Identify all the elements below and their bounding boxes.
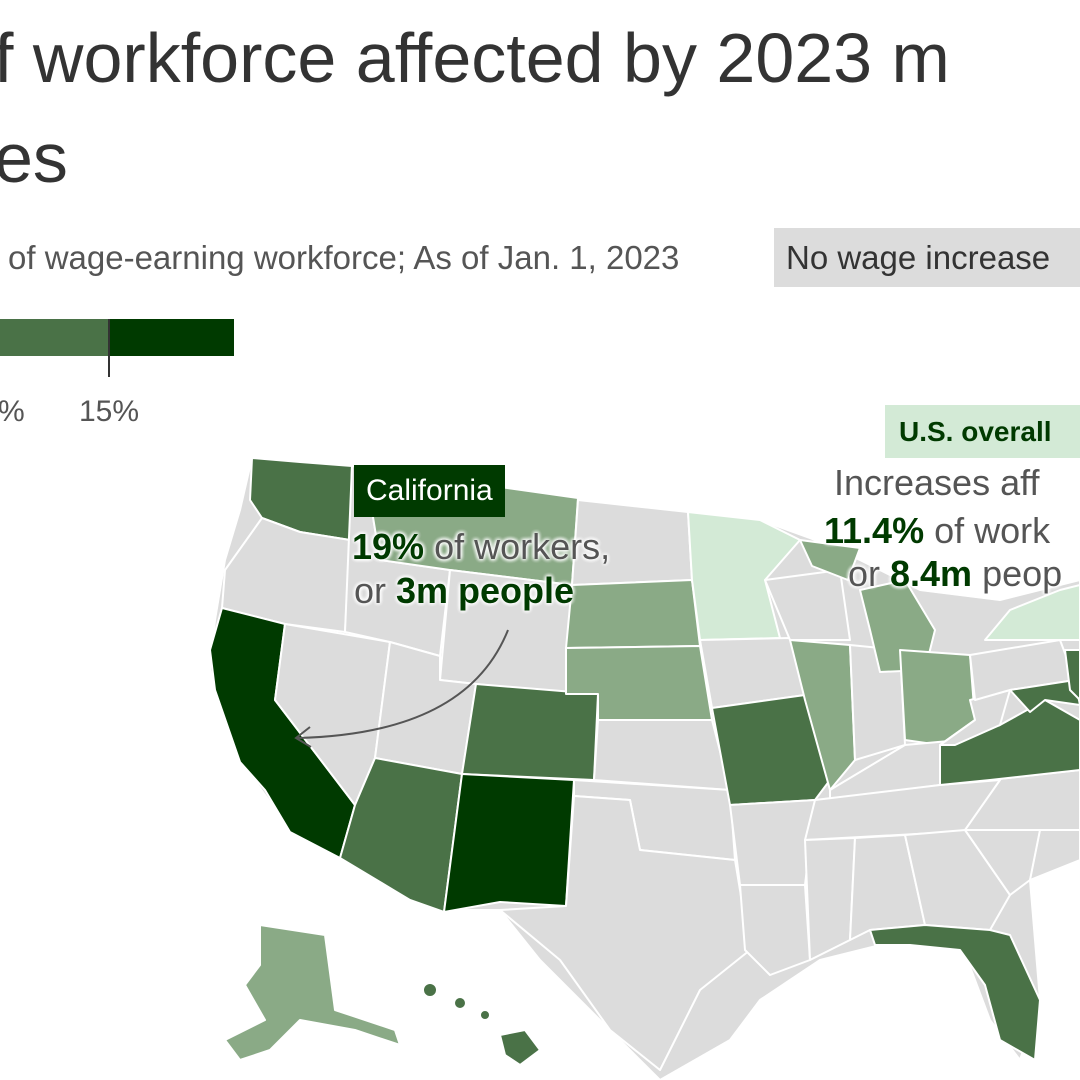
annotation-arrowhead xyxy=(294,726,312,748)
state-hawaii-islet-2 xyxy=(453,996,467,1010)
chart-title: f workforce affected by 2023 m es xyxy=(0,8,950,208)
state-louisiana xyxy=(739,884,811,976)
us-annotation-line-2: 11.4% of work xyxy=(824,509,1050,553)
california-people: 3m people xyxy=(396,570,575,611)
state-virginia xyxy=(939,699,1080,786)
state-minnesota xyxy=(687,511,801,641)
state-alaska xyxy=(224,924,401,1061)
state-hawaii-islet-3 xyxy=(479,1009,491,1021)
state-florida xyxy=(869,924,1041,1061)
legend-swatch-high xyxy=(108,319,234,356)
legend-swatch-mid xyxy=(0,319,108,356)
annotation-arrow xyxy=(297,629,509,739)
california-annotation-line-1: 19% of workers, xyxy=(352,525,610,569)
state-maryland xyxy=(1009,679,1080,713)
state-south-dakota xyxy=(565,579,701,649)
title-line-2: es xyxy=(0,119,68,197)
legend-tick-label-15: 15% xyxy=(79,395,140,428)
state-colorado xyxy=(461,683,599,781)
state-wisconsin xyxy=(764,569,851,641)
state-new-jersey xyxy=(1064,649,1080,701)
state-georgia xyxy=(904,829,1011,931)
us-line-2-text: of work xyxy=(924,510,1051,551)
state-mississippi xyxy=(804,837,856,961)
us-overall-tag: U.S. overall xyxy=(885,405,1080,458)
state-oregon xyxy=(221,517,351,633)
state-illinois xyxy=(789,639,856,791)
us-line-3-prefix: or xyxy=(848,553,891,594)
state-missouri xyxy=(711,694,831,806)
us-line-3-text: peop xyxy=(972,553,1063,594)
state-arkansas xyxy=(729,799,816,886)
state-texas xyxy=(499,795,751,1071)
california-line-1-text: of workers, xyxy=(424,526,611,567)
california-percent: 19% xyxy=(352,526,425,567)
california-annotation-line-2: or 3m people xyxy=(354,569,574,613)
state-new-mexico xyxy=(443,773,575,913)
no-wage-increase-legend: No wage increase xyxy=(774,228,1080,287)
subtitle: of wage-earning workforce; As of Jan. 1,… xyxy=(8,239,680,276)
us-people: 8.4m xyxy=(890,553,973,594)
title-line-1: f workforce affected by 2023 m xyxy=(0,19,950,97)
legend-tick-label-left: % xyxy=(0,395,25,428)
state-hawaii xyxy=(499,1029,541,1066)
us-percent: 11.4% xyxy=(824,510,925,551)
us-annotation-line-1: Increases aff xyxy=(834,462,1040,503)
us-annotation-line-3: or 8.4m peop xyxy=(848,552,1062,596)
state-kansas xyxy=(593,719,731,791)
california-annotation-tag: California xyxy=(354,465,505,517)
state-hawaii-islet-1 xyxy=(422,982,438,998)
state-new-york xyxy=(984,584,1080,641)
california-line-2-prefix: or xyxy=(354,570,397,611)
state-michigan-up xyxy=(799,539,861,581)
